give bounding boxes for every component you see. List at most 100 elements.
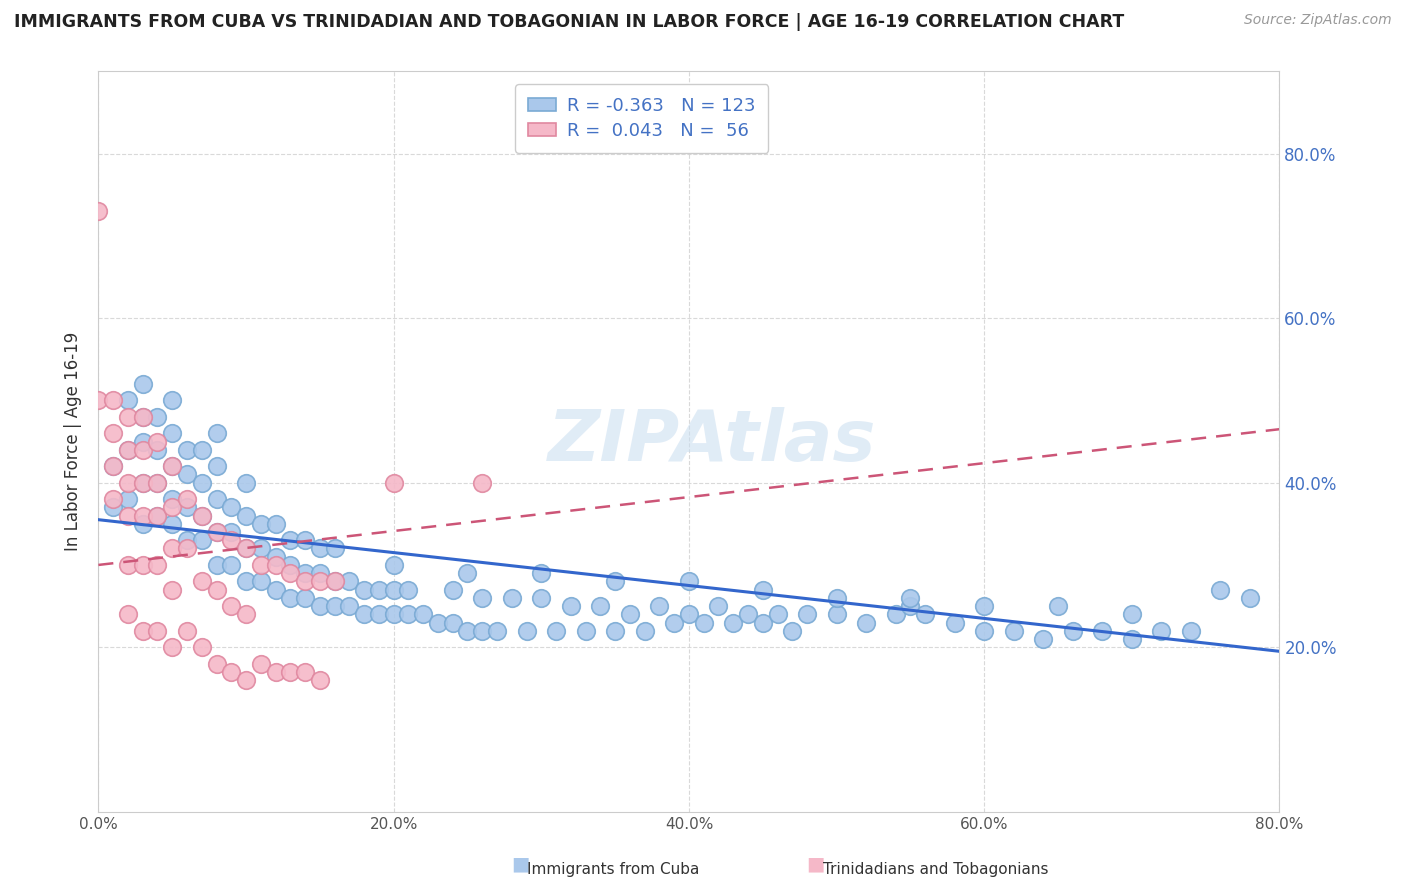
Point <box>250 558 273 572</box>
Point <box>191 508 214 523</box>
Point <box>309 673 332 687</box>
Point <box>250 541 273 556</box>
Point <box>1091 624 1114 638</box>
Point <box>132 475 155 490</box>
Point <box>353 607 375 622</box>
Point <box>146 508 169 523</box>
Text: Source: ZipAtlas.com: Source: ZipAtlas.com <box>1244 13 1392 28</box>
Point <box>323 541 346 556</box>
Point <box>146 475 169 490</box>
Point <box>280 566 302 581</box>
Point <box>205 492 228 507</box>
Point <box>205 524 228 539</box>
Point <box>471 624 494 638</box>
Point <box>132 516 155 531</box>
Point <box>191 533 214 548</box>
Point <box>221 524 243 539</box>
Point <box>530 566 553 581</box>
Point <box>530 591 553 605</box>
Point <box>235 607 257 622</box>
Point <box>132 508 155 523</box>
Text: ■: ■ <box>510 855 530 873</box>
Point <box>323 599 346 613</box>
Point <box>294 574 316 589</box>
Point <box>221 533 243 548</box>
Point <box>368 607 391 622</box>
Point <box>162 426 183 441</box>
Point <box>132 442 155 457</box>
Point <box>1121 632 1143 646</box>
Point <box>205 657 228 671</box>
Text: ■: ■ <box>806 855 825 873</box>
Point <box>103 492 125 507</box>
Point <box>176 467 198 482</box>
Point <box>1121 607 1143 622</box>
Point <box>707 599 730 613</box>
Point <box>323 574 346 589</box>
Text: Immigrants from Cuba: Immigrants from Cuba <box>527 863 700 877</box>
Point <box>368 582 391 597</box>
Point <box>205 558 228 572</box>
Point <box>353 582 375 597</box>
Point <box>146 558 169 572</box>
Point <box>132 376 155 391</box>
Point <box>884 607 907 622</box>
Point <box>678 574 700 589</box>
Point <box>162 459 183 474</box>
Point <box>205 582 228 597</box>
Point <box>501 591 523 605</box>
Point <box>339 574 361 589</box>
Point <box>162 516 183 531</box>
Point <box>221 665 243 679</box>
Point <box>250 657 273 671</box>
Point <box>117 508 139 523</box>
Point <box>132 624 155 638</box>
Point <box>221 599 243 613</box>
Point <box>146 624 169 638</box>
Point <box>427 615 450 630</box>
Point <box>441 615 464 630</box>
Point <box>117 442 139 457</box>
Point <box>678 607 700 622</box>
Y-axis label: In Labor Force | Age 16-19: In Labor Force | Age 16-19 <box>65 332 83 551</box>
Point <box>176 492 198 507</box>
Point <box>103 459 125 474</box>
Point <box>146 409 169 424</box>
Point <box>723 615 745 630</box>
Point <box>103 426 125 441</box>
Point <box>309 566 332 581</box>
Point <box>457 566 479 581</box>
Point <box>1150 624 1173 638</box>
Point <box>117 475 139 490</box>
Point <box>900 599 922 613</box>
Point <box>132 558 155 572</box>
Point <box>294 533 316 548</box>
Point <box>162 640 183 655</box>
Point <box>752 615 775 630</box>
Point <box>382 558 405 572</box>
Point <box>250 574 273 589</box>
Point <box>117 558 139 572</box>
Point <box>398 582 420 597</box>
Legend: R = -0.363   N = 123, R =  0.043   N =  56: R = -0.363 N = 123, R = 0.043 N = 56 <box>515 84 769 153</box>
Point <box>516 624 538 638</box>
Point <box>162 492 183 507</box>
Point <box>264 582 287 597</box>
Point <box>457 624 479 638</box>
Point <box>1062 624 1084 638</box>
Text: IMMIGRANTS FROM CUBA VS TRINIDADIAN AND TOBAGONIAN IN LABOR FORCE | AGE 16-19 CO: IMMIGRANTS FROM CUBA VS TRINIDADIAN AND … <box>14 13 1125 31</box>
Point <box>235 475 257 490</box>
Point <box>205 426 228 441</box>
Point <box>264 549 287 564</box>
Point <box>162 541 183 556</box>
Text: ZIPAtlas: ZIPAtlas <box>548 407 877 476</box>
Point <box>294 591 316 605</box>
Point <box>546 624 568 638</box>
Point <box>176 624 198 638</box>
Point <box>117 409 139 424</box>
Point <box>398 607 420 622</box>
Point <box>589 599 612 613</box>
Point <box>309 574 332 589</box>
Point <box>132 475 155 490</box>
Point <box>162 393 183 408</box>
